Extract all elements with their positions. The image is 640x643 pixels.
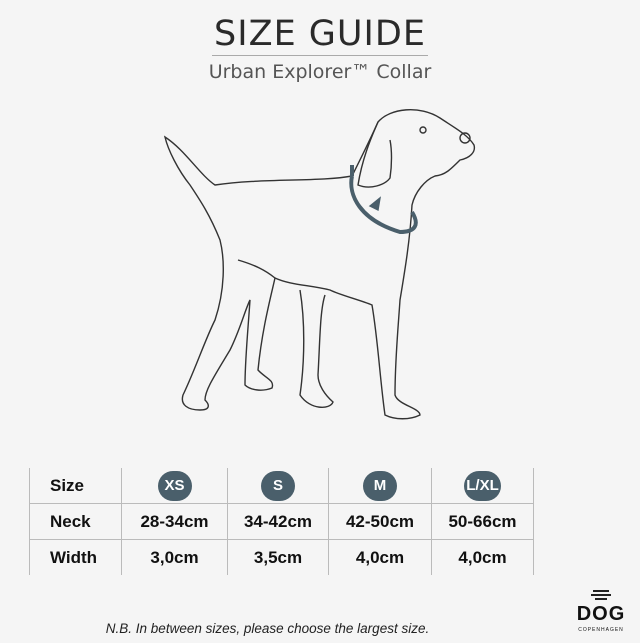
table-row-width: Width 3,0cm 3,5cm 4,0cm 4,0cm	[29, 539, 534, 575]
cell: 28-34cm	[121, 503, 228, 540]
product-subtitle: Urban Explorer™ Collar	[208, 61, 432, 83]
title-divider	[212, 55, 428, 56]
logo-mark-icon	[591, 590, 611, 600]
size-badge-lxl: L/XL	[464, 470, 501, 501]
row-label: Neck	[29, 503, 122, 540]
collar-measure-line	[349, 175, 418, 235]
cell: 4,0cm	[328, 539, 432, 575]
cell: 3,0cm	[121, 539, 228, 575]
size-badge-xs: XS	[157, 470, 192, 501]
table-row-neck: Neck 28-34cm 34-42cm 42-50cm 50-66cm	[29, 503, 534, 540]
page-title: SIZE GUIDE	[214, 14, 426, 54]
cell: 4,0cm	[431, 539, 534, 575]
cell: 42-50cm	[328, 503, 432, 540]
table-row-size: Size XS S M L/XL	[29, 468, 534, 504]
sizing-note: N.B. In between sizes, please choose the…	[105, 621, 430, 636]
brand-logo: DOG COPENHAGEN	[562, 588, 640, 634]
cell: 34-42cm	[227, 503, 329, 540]
size-badge-m: M	[363, 470, 397, 501]
logo-word: DOG	[576, 603, 626, 625]
size-table: Size XS S M L/XL Neck 28-34cm 34-42cm 42…	[29, 468, 534, 575]
size-header: Size	[29, 468, 122, 504]
dog-illustration	[163, 109, 476, 420]
row-label: Width	[29, 539, 122, 575]
logo-sub: COPENHAGEN	[578, 627, 624, 633]
cell: 3,5cm	[227, 539, 329, 575]
cell: 50-66cm	[431, 503, 534, 540]
arrow-icon	[368, 196, 381, 212]
size-badge-s: S	[261, 470, 295, 501]
